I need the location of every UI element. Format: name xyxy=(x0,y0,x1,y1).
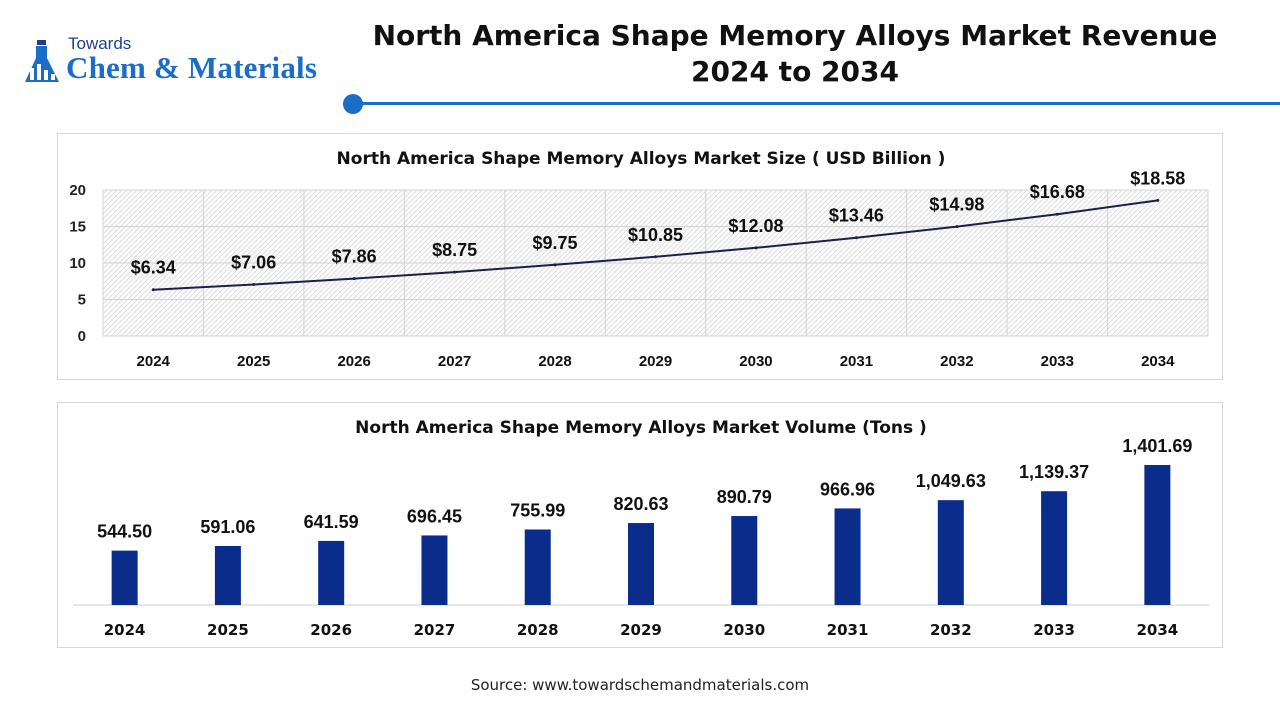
bar xyxy=(731,516,758,605)
data-label: $18.58 xyxy=(1130,168,1185,188)
y-tick-label: 0 xyxy=(78,328,86,345)
x-tick-label: 2029 xyxy=(620,621,662,639)
y-tick-label: 20 xyxy=(69,182,86,199)
market-volume-panel: North America Shape Memory Alloys Market… xyxy=(57,402,1223,648)
data-label: 591.06 xyxy=(200,517,255,537)
data-point xyxy=(1055,212,1059,216)
y-tick-label: 10 xyxy=(69,255,86,272)
x-tick-label: 2024 xyxy=(104,621,146,639)
x-tick-label: 2030 xyxy=(739,353,772,370)
bar xyxy=(421,535,448,605)
page-title-line1: North America Shape Memory Alloys Market… xyxy=(372,19,1218,52)
x-tick-label: 2026 xyxy=(337,353,370,370)
data-point xyxy=(754,246,758,250)
x-tick-label: 2034 xyxy=(1141,353,1175,370)
x-tick-label: 2026 xyxy=(310,621,352,639)
x-tick-label: 2034 xyxy=(1136,621,1178,639)
data-point xyxy=(955,225,959,229)
page-title: North America Shape Memory Alloys Market… xyxy=(360,18,1230,90)
y-tick-label: 15 xyxy=(69,219,86,236)
bar xyxy=(937,500,964,605)
x-tick-label: 2024 xyxy=(137,353,171,370)
data-label: 544.50 xyxy=(97,522,152,542)
brand-logo: Towards Chem & Materials xyxy=(22,34,342,90)
brand-name-top: Towards xyxy=(68,34,132,53)
x-tick-label: 2025 xyxy=(207,621,249,639)
bar xyxy=(214,545,241,605)
y-tick-label: 5 xyxy=(78,292,86,309)
data-label: 1,401.69 xyxy=(1122,436,1192,456)
bar xyxy=(834,508,861,605)
data-point xyxy=(654,255,657,259)
x-tick-label: 2029 xyxy=(639,353,672,370)
data-label: $7.86 xyxy=(332,247,377,267)
data-label: $10.85 xyxy=(628,225,683,245)
source-note: Source: www.towardschemandmaterials.com xyxy=(470,676,810,694)
x-tick-label: 2028 xyxy=(517,621,559,639)
data-label: $12.08 xyxy=(728,216,783,236)
market-volume-chart-title: North America Shape Memory Alloys Market… xyxy=(355,418,927,438)
x-tick-label: 2032 xyxy=(940,353,973,370)
bar xyxy=(1144,465,1171,605)
data-label: $13.46 xyxy=(829,206,884,226)
x-tick-label: 2031 xyxy=(840,353,873,370)
data-label: 641.59 xyxy=(304,512,359,532)
page-title-line2: 2024 to 2034 xyxy=(691,55,899,88)
header-divider-dot xyxy=(343,94,363,114)
market-volume-bar-chart: North America Shape Memory Alloys Market… xyxy=(73,418,1209,639)
x-tick-label: 2033 xyxy=(1033,621,1075,639)
data-point xyxy=(252,282,256,286)
data-label: 1,049.63 xyxy=(916,471,986,491)
bar xyxy=(1041,491,1068,605)
market-size-line-chart: North America Shape Memory Alloys Market… xyxy=(69,149,1209,370)
market-size-panel: North America Shape Memory Alloys Market… xyxy=(57,133,1223,380)
x-tick-label: 2031 xyxy=(827,621,869,639)
data-point xyxy=(854,236,858,240)
brand-name-main: Chem & Materials xyxy=(66,50,318,85)
x-tick-label: 2030 xyxy=(723,621,765,639)
data-point xyxy=(352,277,356,281)
data-label: $16.68 xyxy=(1030,182,1085,202)
x-tick-label: 2027 xyxy=(414,621,456,639)
bar xyxy=(628,523,654,605)
market-size-chart-title: North America Shape Memory Alloys Market… xyxy=(337,149,946,169)
data-label: 755.99 xyxy=(510,500,565,520)
data-label: 1,139.37 xyxy=(1019,462,1089,482)
data-label: $8.75 xyxy=(432,240,477,260)
bar xyxy=(111,550,138,605)
bar xyxy=(524,529,551,605)
data-label: $7.06 xyxy=(231,252,276,272)
x-tick-label: 2033 xyxy=(1041,353,1074,370)
x-tick-label: 2032 xyxy=(930,621,972,639)
data-label: 890.79 xyxy=(717,487,772,507)
x-tick-label: 2028 xyxy=(538,353,571,370)
data-point xyxy=(151,288,155,292)
data-point xyxy=(1156,198,1160,202)
data-label: 966.96 xyxy=(820,479,875,499)
data-label: 696.45 xyxy=(407,506,462,526)
data-label: $6.34 xyxy=(131,258,176,278)
header-divider xyxy=(353,102,1280,105)
x-tick-label: 2027 xyxy=(438,353,471,370)
data-label: 820.63 xyxy=(613,494,668,514)
data-label: $9.75 xyxy=(533,233,578,253)
x-tick-label: 2025 xyxy=(237,353,270,370)
flask-icon xyxy=(25,40,59,82)
data-point xyxy=(453,270,457,274)
data-label: $14.98 xyxy=(929,195,984,215)
bar xyxy=(318,540,345,605)
data-point xyxy=(553,263,557,267)
